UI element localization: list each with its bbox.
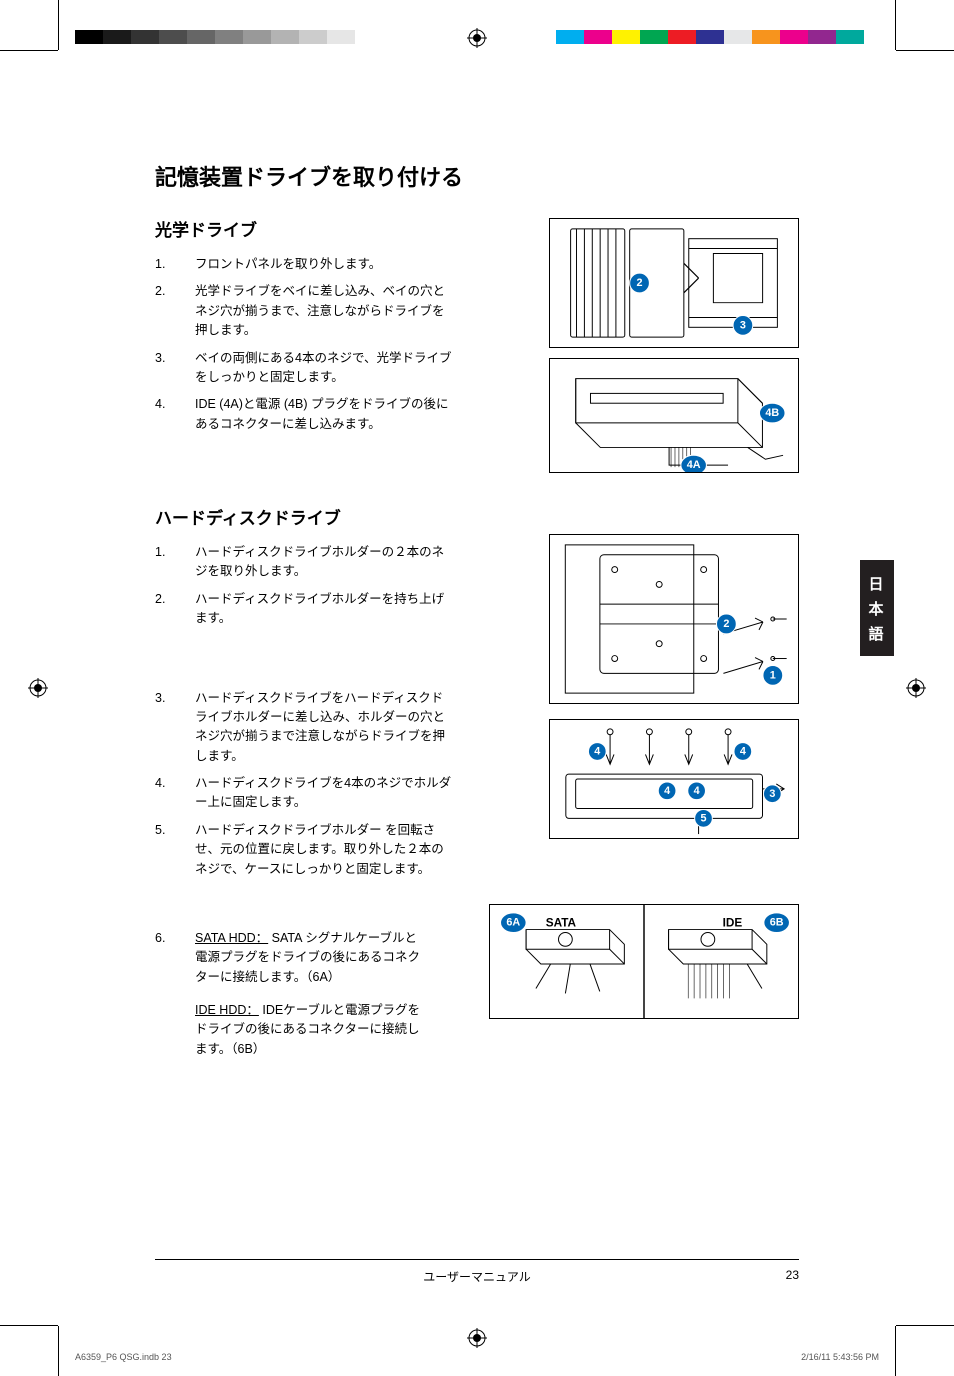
step-num: 4.: [155, 774, 195, 813]
figure-hdd-cables: 6A SATA IDE 6B: [489, 904, 799, 1019]
step-num: 2.: [155, 590, 195, 629]
page-title: 記憶装置ドライブを取り付ける: [155, 160, 799, 192]
step-num: 2.: [155, 282, 195, 340]
page-footer: ユーザーマニュアル 23: [155, 1259, 799, 1282]
callout-label: 2: [723, 618, 729, 630]
step-text: ハードディスクドライブを4本のネジでホルダー上に固定します。: [195, 774, 455, 813]
steps-optical: 1.フロントパネルを取り外します。 2.光学ドライブをベイに差し込み、ベイの穴と…: [155, 255, 455, 434]
callout-label: 2: [637, 277, 643, 289]
figure-label: IDE: [723, 917, 743, 930]
callout-label: 6B: [770, 917, 784, 929]
step-text: フロントパネルを取り外します。: [195, 255, 455, 274]
callout-label: 4: [664, 785, 670, 797]
registration-mark-icon: [28, 678, 48, 698]
section-optical: 光学ドライブ 1.フロントパネルを取り外します。 2.光学ドライブをベイに差し込…: [155, 216, 799, 434]
callout-label: 6A: [506, 917, 520, 929]
step-num: 3.: [155, 689, 195, 767]
step-text: ハードディスクドライブホルダーの２本のネジを取り外します。: [195, 543, 455, 582]
registration-mark-icon: [467, 1328, 487, 1348]
page-number: 23: [786, 1268, 799, 1282]
color-bar: [556, 30, 864, 44]
steps-hdd-a: 1.ハードディスクドライブホルダーの２本のネジを取り外します。 2.ハードディス…: [155, 543, 455, 629]
print-metadata: A6359_P6 QSG.indb 23 2/16/11 5:43:56 PM: [75, 1352, 879, 1362]
step-num: 6.: [155, 929, 195, 1059]
registration-mark-icon: [906, 678, 926, 698]
callout-label: 4B: [765, 407, 779, 419]
figure-optical-cables: 4A 4B: [549, 358, 799, 473]
step-num: 3.: [155, 349, 195, 388]
figure-hdd-mount: 4 4 4 4 3 5: [549, 719, 799, 839]
step-num: 4.: [155, 395, 195, 434]
figure-hdd-holder: 2 1: [549, 534, 799, 704]
steps-hdd-b: 3.ハードディスクドライブをハードディスクドライブホルダーに差し込み、ホルダーの…: [155, 689, 455, 879]
step-num: 1.: [155, 543, 195, 582]
steps-hdd-c: 6. SATA HDD： SATA シグナルケーブルと電源プラグをドライブの後に…: [155, 929, 425, 1059]
step-text: ベイの両側にある4本のネジで、光学ドライブをしっかりと固定します。: [195, 349, 455, 388]
language-tab: 日 本 語: [860, 560, 894, 656]
step-num: 1.: [155, 255, 195, 274]
step-text: ハードディスクドライブホルダー を回転させ、元の位置に戻します。取り外した２本の…: [195, 821, 455, 879]
print-file: A6359_P6 QSG.indb 23: [75, 1352, 172, 1362]
callout-label: 3: [740, 319, 746, 331]
registration-mark-icon: [467, 28, 487, 48]
page-content: 記憶装置ドライブを取り付ける 光学ドライブ 1.フロントパネルを取り外します。 …: [60, 60, 894, 1316]
figure-label: SATA: [546, 917, 577, 930]
heading-hdd: ハードディスクドライブ: [155, 504, 799, 529]
callout-label: 1: [770, 669, 776, 681]
step-text: 光学ドライブをベイに差し込み、ベイの穴とネジ穴が揃うまで、注意しながらドライブを…: [195, 282, 455, 340]
step-text: ハードディスクドライブホルダーを持ち上げます。: [195, 590, 455, 629]
callout-label: 4: [694, 785, 700, 797]
print-date: 2/16/11 5:43:56 PM: [801, 1352, 879, 1362]
figure-optical-insert: 2 3: [549, 218, 799, 348]
callout-label: 5: [700, 812, 706, 824]
step-num: 5.: [155, 821, 195, 879]
section-hdd: ハードディスクドライブ 1.ハードディスクドライブホルダーの２本のネジを取り外し…: [155, 504, 799, 1059]
footer-title: ユーザーマニュアル: [423, 1268, 530, 1285]
step-text: IDE (4A)と電源 (4B) プラグをドライブの後にあるコネクターに差し込み…: [195, 395, 455, 434]
callout-label: 3: [769, 788, 775, 800]
callout-label: 4: [740, 745, 746, 757]
callout-label: 4: [594, 745, 600, 757]
step-text: SATA HDD： SATA シグナルケーブルと電源プラグをドライブの後にあるコ…: [195, 929, 425, 1059]
callout-label: 4A: [687, 459, 701, 471]
step-text: ハードディスクドライブをハードディスクドライブホルダーに差し込み、ホルダーの穴と…: [195, 689, 455, 767]
grayscale-bar: [75, 30, 355, 44]
